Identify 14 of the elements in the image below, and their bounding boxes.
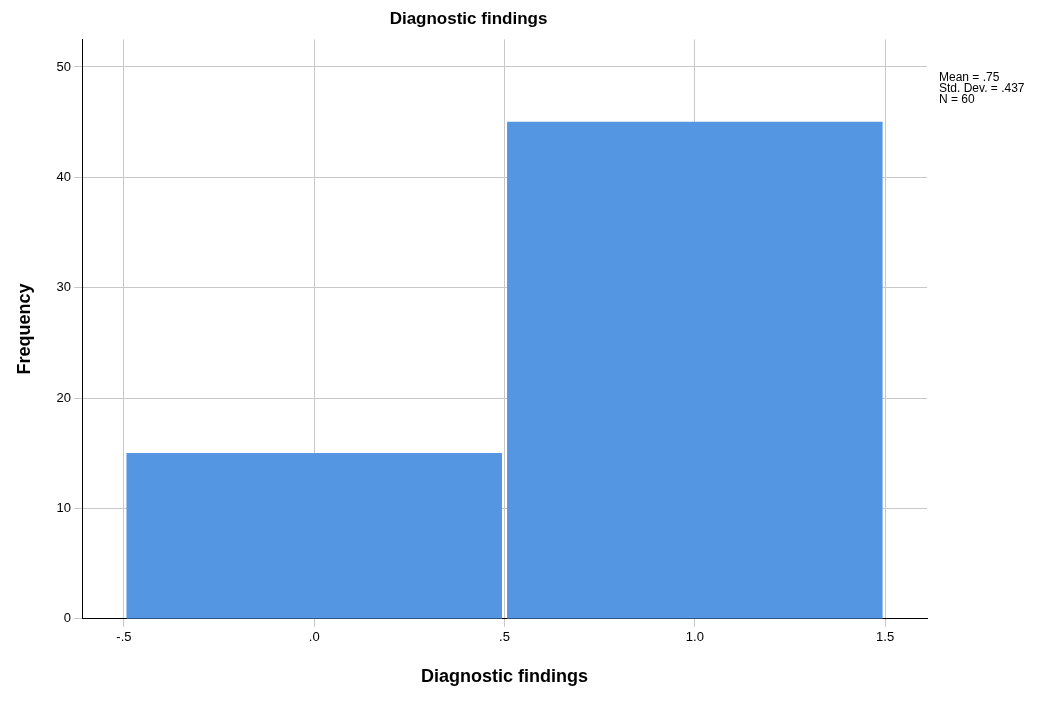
- y-tick-label: 10: [56, 500, 72, 516]
- x-tick-label: .5: [499, 629, 510, 645]
- y-tick-label: 20: [56, 389, 72, 405]
- x-tick-label: 1.0: [685, 629, 704, 645]
- y-tick-label: 50: [56, 58, 72, 74]
- y-tick-label: 40: [56, 168, 72, 184]
- y-tick-label: 30: [56, 279, 72, 295]
- chart-title: Diagnostic findings: [389, 8, 548, 28]
- y-axis-title: Frequency: [13, 283, 34, 375]
- y-tick-label: 0: [63, 610, 72, 626]
- x-tick-label: .0: [308, 629, 320, 645]
- x-tick-label: -.5: [116, 629, 132, 645]
- x-tick-label: 1.5: [876, 629, 895, 645]
- x-axis-title: Diagnostic findings: [421, 666, 589, 687]
